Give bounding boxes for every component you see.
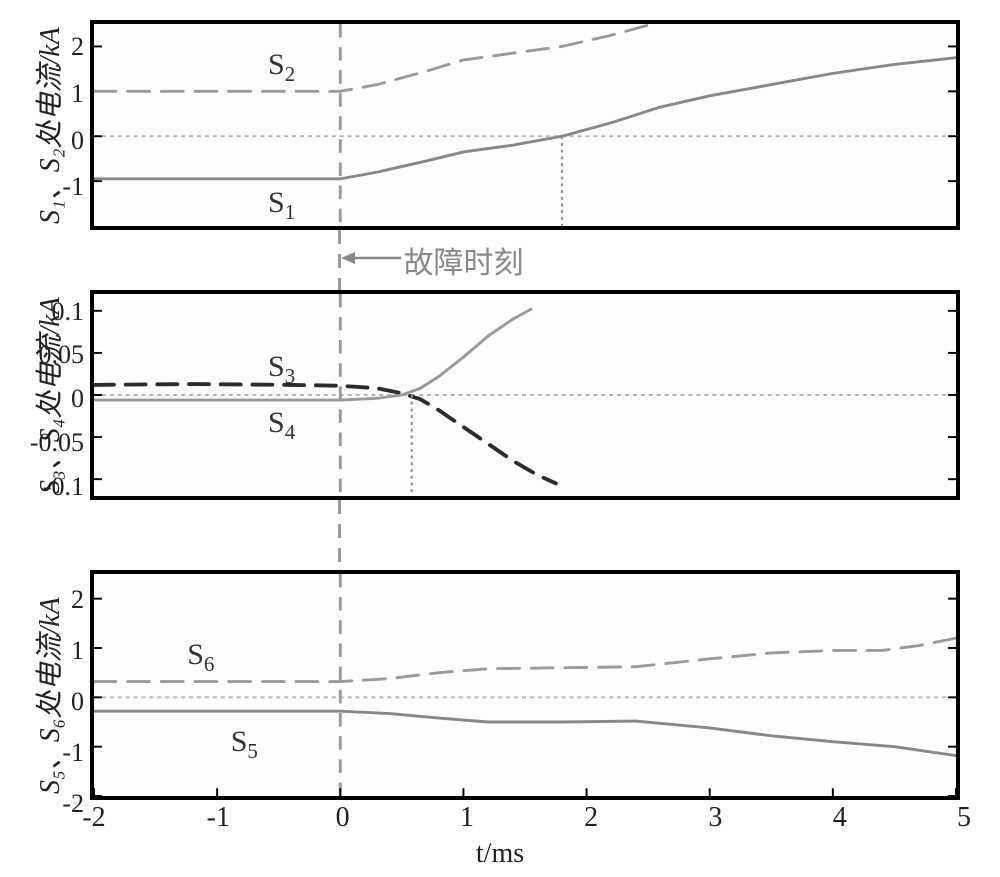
panel-s3-s4: -0.1-0.0500.050.1S3S4 [90, 290, 960, 500]
ytick-label: 1 [71, 79, 94, 109]
fault-arrow-icon [341, 248, 411, 278]
ytick-label: 1 [71, 636, 94, 666]
xtick-label: -1 [207, 796, 230, 834]
xtick-label: 4 [833, 796, 847, 834]
ylabel-panel3: S₅、S₆处电流/kA [28, 597, 68, 794]
ytick-label: 0 [71, 687, 94, 717]
series-label-s4: S4 [268, 406, 295, 445]
figure: -1 0 1 2 S2 S1 S₁、S₂处电流/kA -0.1-0.0500.050.1S… [0, 0, 1000, 877]
ytick-label: 2 [71, 585, 94, 615]
series-label-s6: S6 [187, 638, 214, 677]
fault-line-segment [338, 500, 341, 570]
ytick-label: 2 [71, 32, 94, 62]
plot-s1-s2 [94, 24, 956, 226]
series-label-s5: S5 [231, 725, 258, 764]
xtick-label: -2 [82, 796, 105, 834]
xtick-label: 3 [708, 796, 722, 834]
plot-s5-s6 [94, 574, 956, 796]
xtick-label: 1 [460, 796, 474, 834]
ylabel-panel2: S₃、S₄处电流/kA [28, 297, 68, 494]
ytick-label: 0 [71, 384, 94, 414]
series-label-s2: S2 [268, 48, 295, 87]
ylabel-panel1: S₁、S₂处电流/kA [28, 27, 68, 224]
series-label-s3: S3 [268, 350, 295, 389]
fault-time-label: 故障时刻 [404, 238, 524, 282]
plot-s3-s4 [94, 294, 956, 496]
ytick-label: 0 [71, 126, 94, 156]
panel-s5-s6: -2-1012S6S5-2-1012345 [90, 570, 960, 800]
xlabel: t/ms [476, 838, 524, 870]
series-label-s1: S1 [268, 186, 295, 225]
xtick-label: 2 [584, 796, 598, 834]
xtick-label: 0 [336, 796, 350, 834]
panel-s1-s2: -1012S2S1 [90, 20, 960, 230]
fault-line-segment [338, 230, 341, 290]
xtick-label: 5 [957, 796, 971, 834]
